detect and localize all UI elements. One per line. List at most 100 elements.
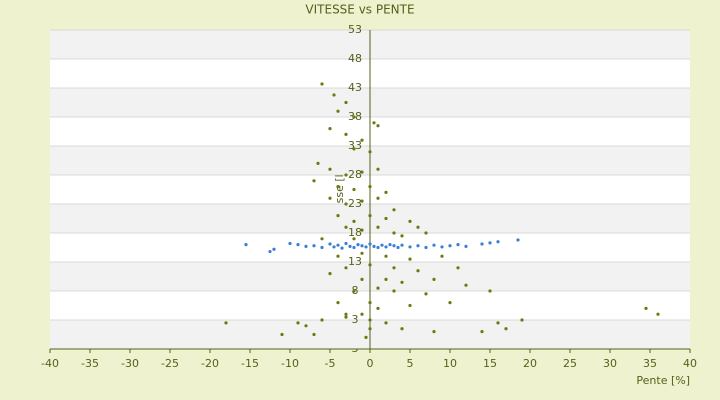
- point: [504, 327, 508, 331]
- point: [280, 332, 284, 337]
- point: [496, 240, 500, 244]
- point: [360, 228, 364, 232]
- point: [328, 242, 332, 246]
- point: [312, 244, 316, 248]
- y-tick-label: 53: [348, 23, 362, 36]
- point: [408, 245, 412, 249]
- point: [496, 321, 500, 325]
- point: [320, 237, 324, 241]
- point: [360, 199, 364, 203]
- point: [368, 301, 372, 305]
- point: [432, 243, 436, 247]
- point: [344, 225, 348, 229]
- point: [360, 170, 364, 174]
- x-tick-label: 5: [407, 357, 414, 370]
- point: [424, 245, 428, 250]
- y-tick-label: 28: [348, 168, 362, 181]
- point: [332, 245, 336, 249]
- point: [464, 244, 468, 248]
- x-tick-label: -40: [41, 357, 59, 370]
- point: [376, 286, 380, 290]
- point: [384, 190, 388, 194]
- point: [360, 244, 364, 248]
- point: [392, 266, 396, 270]
- point: [368, 214, 372, 218]
- chart-title: VITESSE vs PENTE: [305, 3, 414, 17]
- point: [328, 196, 332, 200]
- point: [368, 318, 372, 322]
- point: [336, 214, 340, 218]
- point: [456, 243, 460, 247]
- point: [408, 303, 412, 308]
- y-tick-label: 3: [352, 313, 359, 326]
- point: [392, 231, 396, 235]
- x-tick-label: -5: [325, 357, 336, 370]
- x-tick-label: -25: [161, 357, 179, 370]
- point: [392, 208, 396, 212]
- point: [332, 93, 336, 97]
- point: [288, 241, 292, 246]
- point: [352, 219, 356, 223]
- point: [296, 321, 300, 325]
- point: [352, 289, 356, 293]
- point: [344, 241, 348, 246]
- point: [644, 306, 648, 310]
- point: [380, 243, 384, 247]
- point: [456, 266, 460, 270]
- y-tick-label: 43: [348, 81, 362, 94]
- point: [360, 277, 364, 281]
- point: [480, 330, 484, 334]
- point: [352, 245, 356, 250]
- point: [368, 263, 372, 267]
- point: [424, 292, 428, 296]
- point: [656, 312, 660, 316]
- x-tick-label: -20: [201, 357, 219, 370]
- point: [408, 257, 412, 261]
- point: [352, 115, 356, 119]
- point: [384, 216, 388, 221]
- point: [344, 266, 348, 270]
- point: [400, 280, 404, 284]
- point: [344, 202, 348, 206]
- point: [360, 312, 364, 316]
- point: [520, 318, 524, 322]
- point: [376, 225, 380, 229]
- point: [376, 124, 380, 128]
- point: [344, 315, 348, 319]
- point: [388, 243, 392, 247]
- point: [320, 318, 324, 322]
- point: [372, 121, 376, 125]
- point: [440, 254, 444, 258]
- point: [244, 243, 248, 247]
- point: [416, 225, 420, 229]
- point: [352, 237, 356, 241]
- x-axis-label: Pente [%]: [636, 374, 690, 387]
- point: [336, 254, 340, 258]
- point: [396, 245, 400, 250]
- point: [464, 283, 468, 287]
- point: [344, 312, 348, 316]
- point: [348, 244, 352, 248]
- x-tick-label: 20: [523, 357, 537, 370]
- point: [400, 327, 404, 331]
- point: [400, 234, 404, 238]
- point: [344, 132, 348, 136]
- point: [368, 242, 372, 246]
- point: [448, 301, 452, 305]
- y-tick-label: 33: [348, 139, 362, 152]
- point: [368, 185, 372, 189]
- point: [336, 109, 340, 113]
- point: [376, 196, 380, 200]
- point: [360, 138, 364, 142]
- x-tick-label: 25: [563, 357, 577, 370]
- point: [372, 244, 376, 248]
- point: [364, 335, 368, 339]
- point: [384, 277, 388, 281]
- x-tick-label: 40: [683, 357, 697, 370]
- y-tick-label: 48: [348, 52, 362, 65]
- point: [384, 254, 388, 258]
- point: [320, 245, 324, 250]
- point: [336, 243, 340, 247]
- point: [344, 100, 348, 105]
- point: [360, 251, 364, 255]
